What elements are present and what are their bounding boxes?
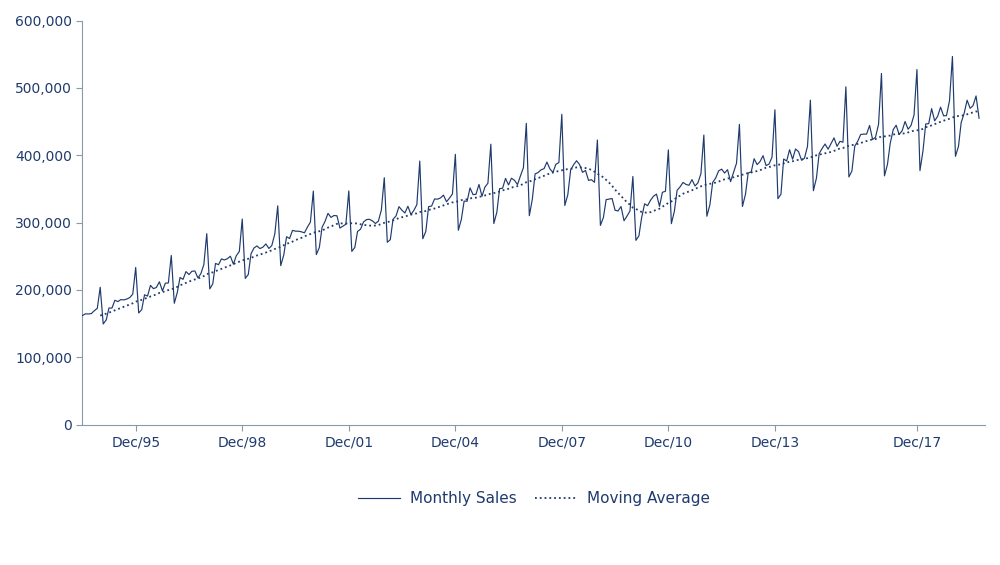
Legend: Monthly Sales, Moving Average: Monthly Sales, Moving Average xyxy=(352,485,716,512)
Line: Moving Average: Moving Average xyxy=(100,111,979,315)
Line: Monthly Sales: Monthly Sales xyxy=(68,56,979,334)
